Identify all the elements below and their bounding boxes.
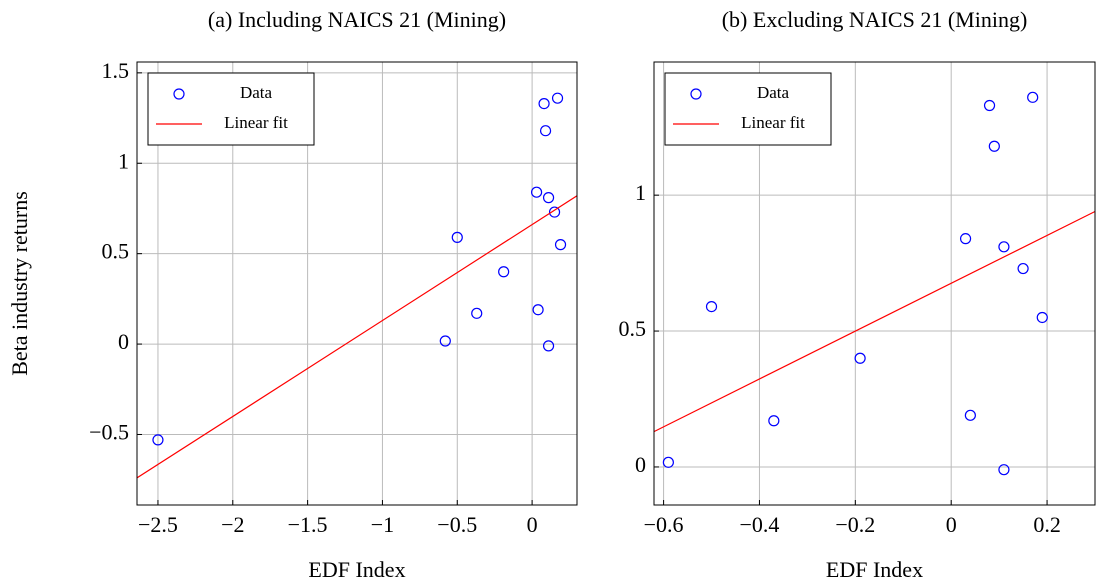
legend-label: Linear fit <box>224 113 288 132</box>
y-tick-label: 1 <box>118 148 129 173</box>
data-point <box>768 415 780 427</box>
data-point <box>551 92 564 104</box>
data-point <box>1017 262 1029 275</box>
x-axis-label: EDF Index <box>308 557 405 582</box>
data-point <box>548 206 561 218</box>
data-point <box>1036 311 1048 324</box>
x-tick-label: −2 <box>221 512 244 537</box>
data-point <box>451 231 463 243</box>
x-tick-label: 0.2 <box>1033 512 1061 537</box>
data-point <box>988 140 1000 152</box>
x-tick-label: −1.5 <box>288 512 328 537</box>
x-tick-label: 0 <box>527 512 538 537</box>
legend-box <box>147 72 315 146</box>
legend-box <box>664 72 832 146</box>
plot-frame <box>136 61 578 506</box>
chart-title: (a) Including NAICS 21 (Mining) <box>208 7 506 32</box>
data-point <box>998 464 1010 476</box>
data-point <box>539 125 552 137</box>
x-tick-label: −0.6 <box>644 512 684 537</box>
data-point <box>530 186 543 198</box>
data-point <box>439 335 451 347</box>
data-point <box>498 266 510 278</box>
data-point <box>662 456 674 468</box>
x-tick-label: −0.2 <box>835 512 875 537</box>
y-axis-label: Beta industry returns <box>7 191 32 376</box>
x-tick-label: −1 <box>371 512 394 537</box>
data-point <box>152 434 164 446</box>
y-tick-label: 0 <box>118 329 129 354</box>
data-point <box>542 340 555 352</box>
data-point <box>1027 91 1039 103</box>
y-tick-label: 0.5 <box>102 239 130 264</box>
y-tick-label: 0.5 <box>619 316 647 341</box>
data-point <box>959 233 972 245</box>
chart-title: (b) Excluding NAICS 21 (Mining) <box>722 7 1028 32</box>
data-point <box>854 352 866 364</box>
x-tick-label: −0.4 <box>739 512 779 537</box>
legend-swatch <box>173 88 185 100</box>
y-tick-label: 0 <box>635 452 646 477</box>
x-tick-label: −2.5 <box>138 512 178 537</box>
data-point <box>705 301 718 313</box>
legend-label: Data <box>240 83 273 102</box>
data-point <box>554 239 567 251</box>
x-tick-label: −0.5 <box>437 512 477 537</box>
legend-label: Data <box>757 83 790 102</box>
x-tick-label: 0 <box>946 512 957 537</box>
legend-swatch <box>690 88 702 100</box>
fit-line <box>654 210 1095 433</box>
data-point <box>471 307 483 319</box>
data-point <box>964 409 976 421</box>
y-tick-label: 1 <box>635 180 646 205</box>
data-point <box>538 97 550 110</box>
y-tick-label: 1.5 <box>102 58 130 83</box>
plot-frame <box>653 61 1096 506</box>
y-tick-label: −0.5 <box>89 420 129 445</box>
legend-label: Linear fit <box>741 113 805 132</box>
x-axis-label: EDF Index <box>826 557 923 582</box>
data-point <box>998 241 1010 253</box>
fit-line <box>137 195 577 479</box>
data-point <box>542 192 555 204</box>
data-point <box>983 99 996 112</box>
data-point <box>532 304 544 316</box>
